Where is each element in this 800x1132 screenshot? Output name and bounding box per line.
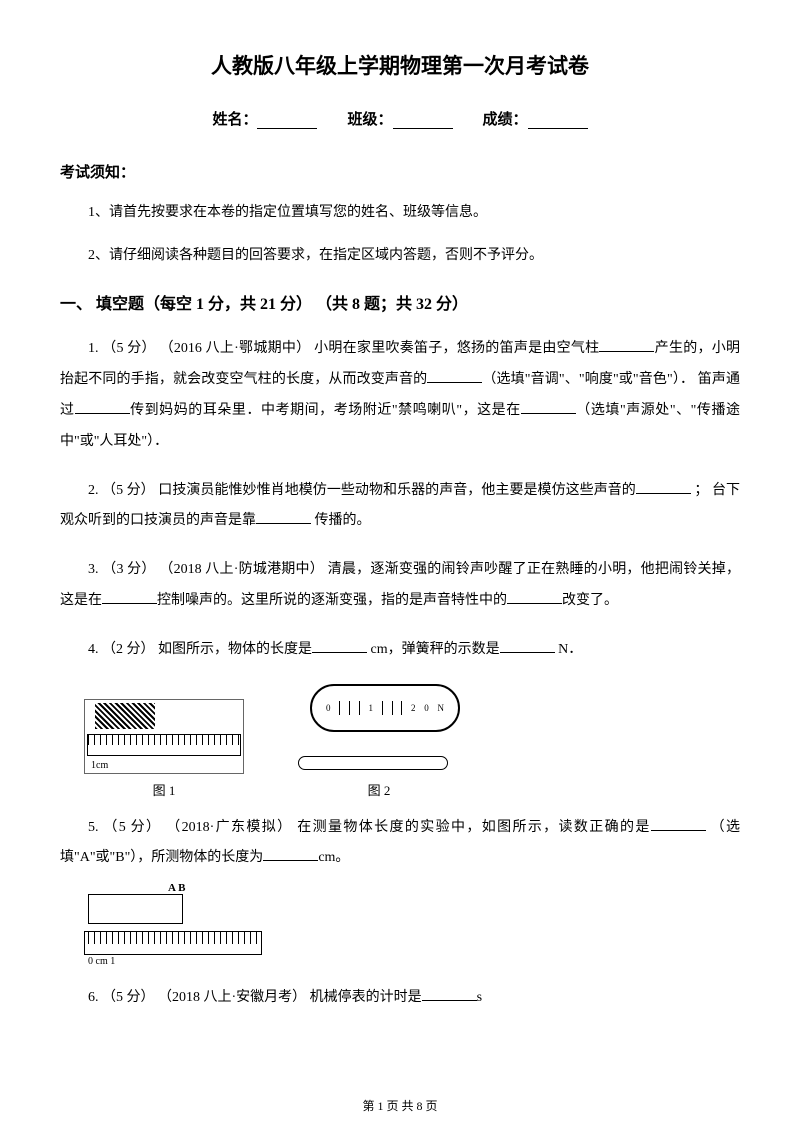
figure-2-block: 0 1 2 0 N 图 2 xyxy=(294,684,464,799)
footer-t2: 页 共 xyxy=(383,1099,416,1113)
q2-blank1[interactable] xyxy=(636,480,691,494)
q1-blank2[interactable] xyxy=(427,369,482,383)
question-6: 6. （5 分） （2018 八上·安徽月考） 机械停表的计时是 s xyxy=(60,983,740,1014)
q1-blank3[interactable] xyxy=(75,400,130,414)
question-1: 1. （5 分） （2016 八上·鄂城期中） 小明在家里吹奏笛子，悠扬的笛声是… xyxy=(60,334,740,457)
q2-text3: 传播的。 xyxy=(311,513,371,528)
ruler2-label: 0 cm 1 xyxy=(88,956,115,967)
q1-text1: 1. （5 分） （2016 八上·鄂城期中） 小明在家里吹奏笛子，悠扬的笛声是… xyxy=(88,341,599,356)
q2-blank2[interactable] xyxy=(256,510,311,524)
q5-text3: cm。 xyxy=(318,850,349,865)
q4-text3: N． xyxy=(555,642,583,657)
info-line: 姓名： 班级： 成绩： xyxy=(60,108,740,129)
page-footer: 第 1 页 共 8 页 xyxy=(0,1097,800,1114)
footer-t1: 第 xyxy=(362,1099,377,1113)
q1-blank4[interactable] xyxy=(521,400,576,414)
spring-n2: 2 xyxy=(411,703,416,713)
question-3: 3. （3 分） （2018 八上·防城港期中） 清晨，逐渐变强的闹铃声吵醒了正… xyxy=(60,555,740,617)
spring-n1: 1 xyxy=(369,703,374,713)
spring-scale-figure-icon: 0 1 2 0 N xyxy=(294,684,464,774)
instructions-header: 考试须知： xyxy=(60,161,740,182)
ruler-label: 1cm xyxy=(91,760,108,771)
question-4: 4. （2 分） 如图所示，物体的长度是 cm，弹簧秤的示数是 N． xyxy=(60,635,740,666)
score-blank[interactable] xyxy=(528,113,588,129)
figure-1-caption: 图 1 xyxy=(153,780,176,799)
footer-t3: 页 xyxy=(423,1099,438,1113)
q3-blank2[interactable] xyxy=(507,590,562,604)
instruction-1: 1、请首先按要求在本卷的指定位置填写您的姓名、班级等信息。 xyxy=(60,200,740,225)
q3-text2: 控制噪声的。这里所说的逐渐变强，指的是声音特性中的 xyxy=(157,593,507,608)
q4-text2: cm，弹簧秤的示数是 xyxy=(367,642,500,657)
name-blank[interactable] xyxy=(257,113,317,129)
q1-text4: 传到妈妈的耳朵里．中考期间，考场附近"禁鸣喇叭"，这是在 xyxy=(130,403,521,418)
q2-text1: 2. （5 分） 口技演员能惟妙惟肖地模仿一些动物和乐器的声音，他主要是模仿这些… xyxy=(88,483,636,498)
q4-blank1[interactable] xyxy=(312,639,367,653)
score-label: 成绩： xyxy=(483,112,528,128)
q1-blank1[interactable] xyxy=(599,338,654,352)
q4-text1: 4. （2 分） 如图所示，物体的长度是 xyxy=(88,642,312,657)
page-title: 人教版八年级上学期物理第一次月考试卷 xyxy=(60,50,740,80)
name-label: 姓名： xyxy=(212,112,257,128)
class-blank[interactable] xyxy=(393,113,453,129)
q6-text2: s xyxy=(477,990,482,1005)
q6-blank1[interactable] xyxy=(422,987,477,1001)
ruler2-figure-icon: A B 0 cm 1 xyxy=(84,892,264,967)
q4-blank2[interactable] xyxy=(500,639,555,653)
figure-1-block: 1cm 图 1 xyxy=(84,699,244,799)
instruction-2: 2、请仔细阅读各种题目的回答要求，在指定区域内答题，否则不予评分。 xyxy=(60,243,740,268)
section-title: 一、 填空题（每空 1 分，共 21 分） （共 8 题；共 32 分） xyxy=(60,290,740,314)
spring-unit: N xyxy=(438,703,445,713)
q3-text3: 改变了。 xyxy=(562,593,618,608)
ruler-figure-icon: 1cm xyxy=(84,699,244,774)
spring-n0b: 0 xyxy=(424,703,429,713)
q3-blank1[interactable] xyxy=(102,590,157,604)
class-label: 班级： xyxy=(347,112,392,128)
q6-text1: 6. （5 分） （2018 八上·安徽月考） 机械停表的计时是 xyxy=(88,990,422,1005)
figures-q4: 1cm 图 1 0 1 2 0 N 图 2 xyxy=(84,684,740,799)
figure-2-caption: 图 2 xyxy=(368,780,391,799)
spring-n0a: 0 xyxy=(326,703,331,713)
question-5: 5. （5 分） （2018·广东模拟） 在测量物体长度的实验中，如图所示，读数… xyxy=(60,813,740,875)
q5-text1: 5. （5 分） （2018·广东模拟） 在测量物体长度的实验中，如图所示，读数… xyxy=(88,820,651,835)
q5-blank2[interactable] xyxy=(263,847,318,861)
ruler2-ab-label: A B xyxy=(168,882,185,894)
q5-blank1[interactable] xyxy=(651,817,706,831)
question-2: 2. （5 分） 口技演员能惟妙惟肖地模仿一些动物和乐器的声音，他主要是模仿这些… xyxy=(60,476,740,538)
